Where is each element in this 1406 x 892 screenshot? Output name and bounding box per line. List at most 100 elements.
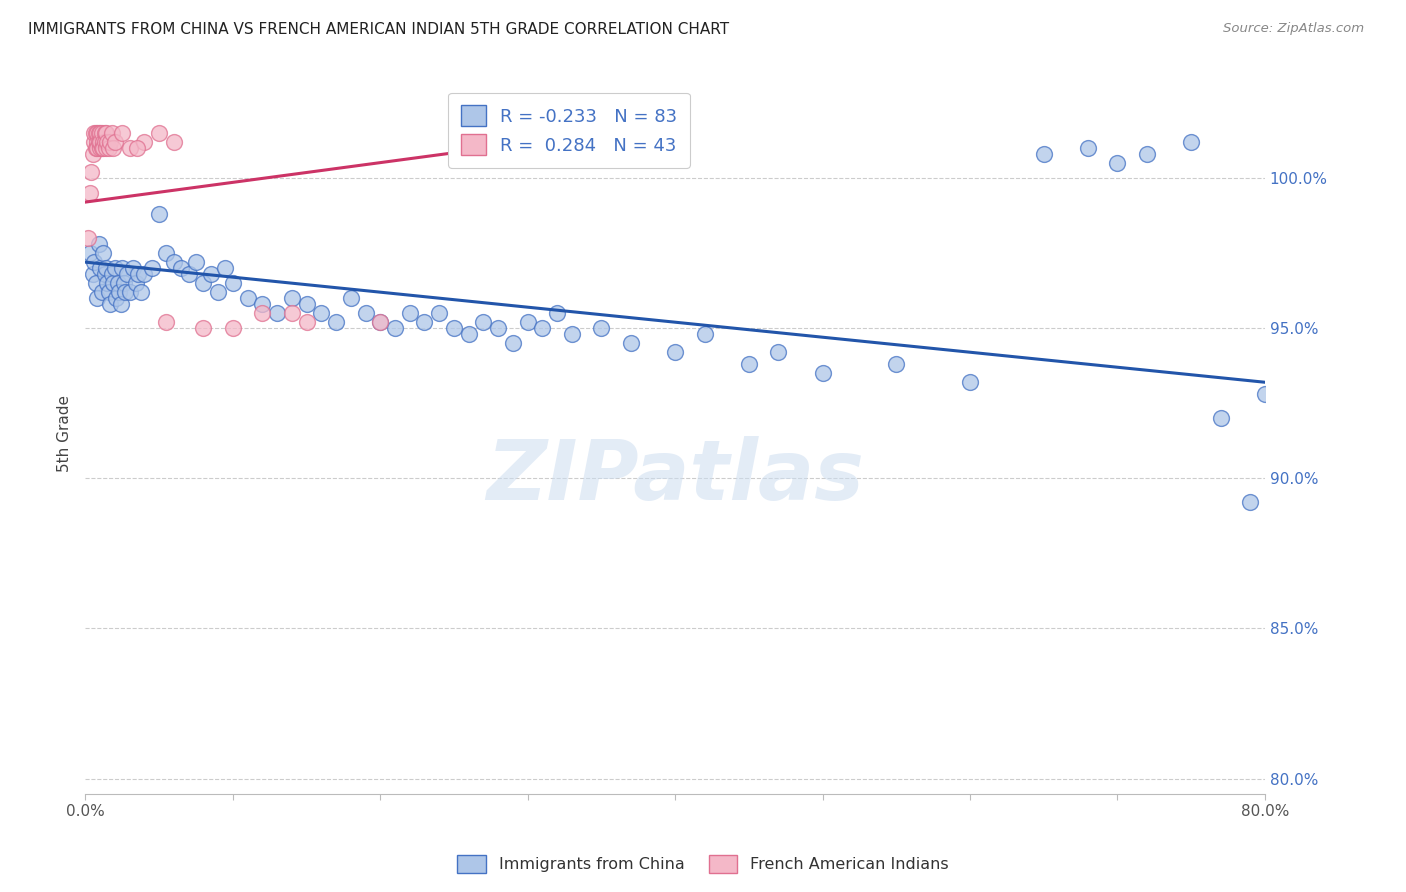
Point [354,306,377,320]
Point [738,357,761,371]
Point [115,267,138,281]
Point [127,267,149,281]
Point [103,141,125,155]
Point [811,366,834,380]
Point [141,261,163,276]
Point [368,315,391,329]
Point [111,261,134,276]
Point [82,147,104,161]
Point [546,306,568,320]
Point [86,141,108,155]
Point [200,267,222,281]
Point [1107,156,1129,170]
Point [266,306,288,320]
Text: IMMIGRANTS FROM CHINA VS FRENCH AMERICAN INDIAN 5TH GRADE CORRELATION CHART: IMMIGRANTS FROM CHINA VS FRENCH AMERICAN… [28,22,730,37]
Point [155,315,177,329]
Point [91,246,114,260]
Point [134,135,156,149]
Point [443,321,465,335]
Text: Source: ZipAtlas.com: Source: ZipAtlas.com [1223,22,1364,36]
Point [1239,495,1261,509]
Point [325,315,347,329]
Point [148,207,170,221]
Point [193,276,215,290]
Point [97,285,120,300]
Point [90,285,112,300]
Legend: R = -0.233   N = 83, R =  0.284   N = 43: R = -0.233 N = 83, R = 0.284 N = 43 [449,93,690,168]
Point [252,306,274,320]
Point [1077,141,1099,155]
Point [110,297,132,311]
Point [281,306,304,320]
Point [79,246,101,260]
Point [84,126,107,140]
Point [486,321,509,335]
Point [79,186,101,200]
Point [427,306,450,320]
Point [134,267,156,281]
Point [93,126,115,140]
Point [107,276,129,290]
Point [516,315,538,329]
Point [177,267,200,281]
Point [252,297,274,311]
Point [170,261,193,276]
Point [86,126,108,140]
Point [959,376,981,390]
Point [311,306,333,320]
Point [111,126,134,140]
Point [472,315,495,329]
Point [693,327,716,342]
Point [93,135,115,149]
Point [104,135,127,149]
Point [214,261,236,276]
Point [384,321,406,335]
Point [89,261,111,276]
Point [89,141,111,155]
Point [207,285,229,300]
Point [80,165,103,179]
Point [163,135,186,149]
Point [561,327,583,342]
Point [97,141,120,155]
Point [84,141,107,155]
Point [83,126,105,140]
Point [591,321,613,335]
Point [101,267,124,281]
Point [105,291,128,305]
Point [295,297,318,311]
Point [108,285,131,300]
Point [124,276,146,290]
Point [222,276,245,290]
Point [96,276,118,290]
Legend: Immigrants from China, French American Indians: Immigrants from China, French American I… [451,848,955,880]
Point [87,126,110,140]
Point [148,126,170,140]
Point [531,321,554,335]
Point [86,291,108,305]
Point [100,297,122,311]
Point [94,126,117,140]
Point [457,327,479,342]
Point [91,135,114,149]
Point [114,285,136,300]
Point [96,135,118,149]
Point [884,357,907,371]
Point [93,267,115,281]
Point [87,135,110,149]
Point [131,285,153,300]
Point [155,246,177,260]
Point [101,126,124,140]
Point [89,126,111,140]
Point [84,276,107,290]
Point [502,336,524,351]
Point [236,291,259,305]
Point [1032,147,1054,161]
Point [184,255,207,269]
Point [118,285,141,300]
Point [104,261,127,276]
Point [103,276,125,290]
Point [339,291,361,305]
Y-axis label: 5th Grade: 5th Grade [58,395,72,472]
Point [125,141,148,155]
